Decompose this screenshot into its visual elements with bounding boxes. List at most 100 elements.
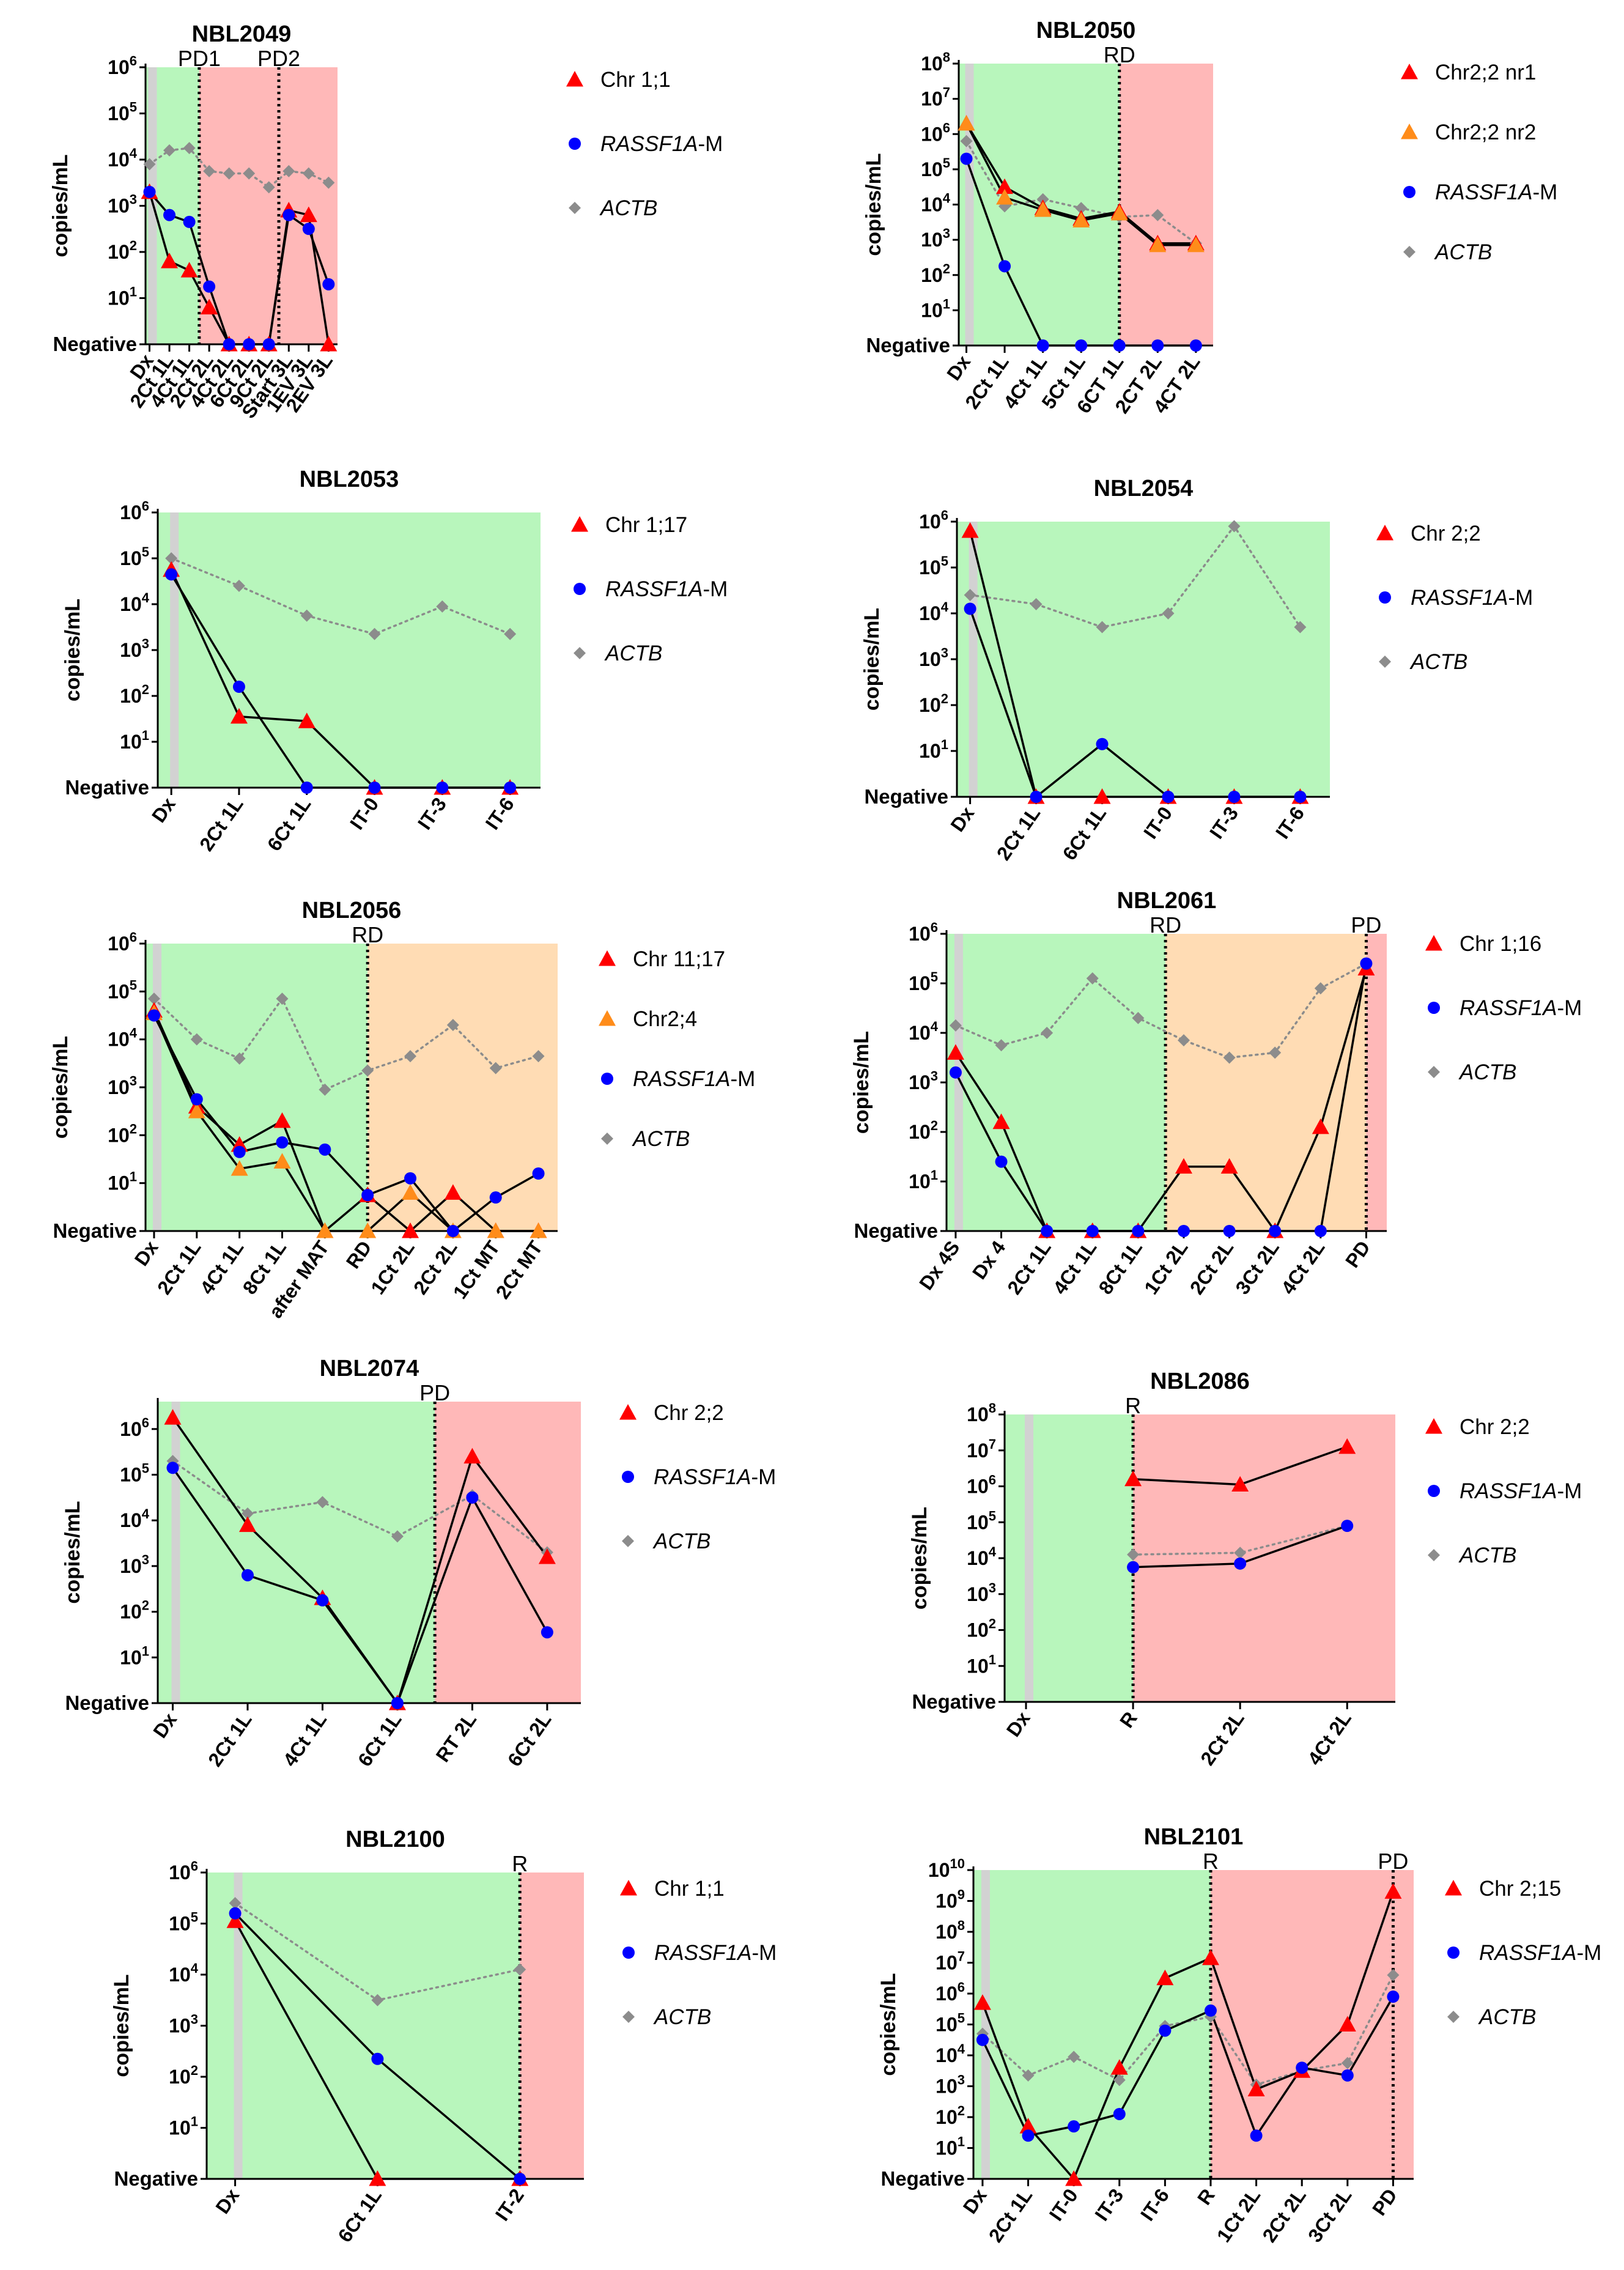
legend-swatch: [1428, 1485, 1440, 1497]
chart-nbl2053: NBL2053 Negative 101 102 103 104 105 106 copies/…: [61, 467, 728, 855]
y-tick-label: 105: [169, 1910, 198, 1935]
y-tick-label: 104: [921, 191, 951, 216]
y-tick-label: 105: [120, 544, 149, 569]
data-point: [1113, 339, 1126, 352]
legend-label: Chr 2;2: [1411, 522, 1481, 545]
y-tick-label: 101: [120, 728, 149, 753]
data-point: [183, 215, 196, 228]
series-line: [148, 147, 330, 189]
legend-label: Chr 1;1: [654, 1877, 725, 1901]
series-line: [1132, 1525, 1348, 1556]
chart-title: NBL2053: [300, 467, 399, 492]
x-tick-label: 4Ct 1L: [1049, 1237, 1101, 1298]
data-point: [147, 993, 160, 1005]
diagnosis-strip: [1025, 1414, 1034, 1702]
event-marker-label: PD: [1378, 1849, 1408, 1874]
y-tick-label: 102: [108, 238, 137, 263]
y-tick-label: 101: [108, 284, 137, 309]
data-point: [203, 280, 216, 293]
series-line: [954, 962, 1368, 1232]
legend-label: Chr 2;15: [1479, 1877, 1561, 1901]
y-tick-label: 103: [120, 1552, 149, 1577]
data-point: [226, 1912, 244, 1928]
phase-band-green: [158, 1402, 435, 1703]
data-point: [282, 209, 295, 221]
data-point: [165, 552, 178, 564]
data-point: [201, 298, 218, 315]
data-point: [1177, 1034, 1190, 1047]
data-point: [143, 158, 156, 171]
legend-swatch: [1379, 591, 1391, 604]
x-tick-label: Dx 4: [968, 1237, 1009, 1283]
phase-band-green: [158, 512, 541, 788]
legend-swatch: [1401, 64, 1418, 79]
legend-swatch: [571, 516, 588, 532]
y-tick-label: 104: [108, 1026, 138, 1051]
y-axis-label: copies/mL: [908, 1507, 931, 1610]
y-tick-label: 101: [108, 1169, 137, 1194]
data-point: [1162, 791, 1175, 803]
data-point: [504, 627, 517, 640]
data-point: [223, 338, 235, 350]
data-point: [1041, 1225, 1054, 1237]
data-point: [1036, 193, 1049, 205]
data-point: [1360, 957, 1373, 970]
data-point: [949, 1066, 962, 1079]
data-point: [188, 1103, 205, 1118]
data-point: [1341, 2069, 1354, 2082]
legend-swatch: [622, 2011, 635, 2023]
data-point: [369, 2170, 386, 2186]
data-point: [322, 278, 335, 290]
data-point: [1312, 1118, 1329, 1134]
data-point: [436, 782, 449, 794]
y-tick-label: 102: [120, 682, 149, 707]
event-marker-label: RD: [1150, 912, 1181, 937]
y-tick-label: 105: [909, 969, 938, 994]
legend-label: ACTB: [1458, 1544, 1516, 1567]
data-point: [1132, 1225, 1145, 1237]
data-point: [163, 209, 176, 221]
data-point: [514, 2173, 526, 2185]
x-tick-label: Dx: [1002, 1707, 1035, 1740]
legend-swatch: [569, 202, 581, 214]
data-point: [302, 223, 315, 235]
data-point: [1250, 2129, 1263, 2142]
chart-nbl2054: NBL2054 Negative 101 102 103 104 105 106 copies/…: [860, 476, 1533, 864]
y-tick-label: 105: [108, 977, 137, 1002]
x-tick-label: IT-0: [1139, 802, 1176, 843]
data-point: [996, 178, 1014, 194]
data-point: [514, 1963, 526, 1976]
data-point: [316, 1222, 334, 1238]
data-point: [1086, 972, 1099, 985]
data-point: [143, 185, 156, 198]
data-point: [359, 1222, 377, 1238]
data-point: [1162, 607, 1175, 619]
data-point: [1151, 209, 1164, 221]
legend-label: Chr 2;2: [1460, 1415, 1530, 1439]
phase-band-green: [959, 64, 1120, 346]
legend-swatch: [569, 138, 581, 150]
y-tick-label: 108: [967, 1400, 996, 1425]
data-point: [1234, 1547, 1247, 1559]
x-tick-label: 4Ct 2L: [1277, 1237, 1329, 1298]
legend-label: Chr 2;2: [654, 1401, 724, 1425]
data-point: [391, 1530, 404, 1543]
chart-nbl2056: NBL2056 Negative 101 102 103 104 105 106 copies/…: [49, 898, 755, 1322]
y-axis-label: copies/mL: [110, 1974, 133, 2077]
legend-swatch: [1428, 1002, 1440, 1014]
data-point: [232, 681, 245, 693]
y-tick-label: 109: [936, 1887, 965, 1912]
y-tick-label: 103: [108, 192, 137, 217]
diagnosis-strip: [969, 522, 978, 797]
data-point: [1314, 1225, 1327, 1237]
x-tick-label: Dx: [149, 1709, 181, 1742]
x-tick-label: 6Ct 1L: [1058, 802, 1111, 864]
phase-band-red: [1119, 64, 1213, 346]
x-tick-label: Dx: [946, 802, 978, 835]
y-tick-label: 105: [120, 1461, 149, 1486]
data-point: [1022, 2069, 1035, 2082]
data-point: [180, 262, 198, 278]
data-point: [1127, 1561, 1140, 1573]
data-point: [504, 782, 517, 794]
